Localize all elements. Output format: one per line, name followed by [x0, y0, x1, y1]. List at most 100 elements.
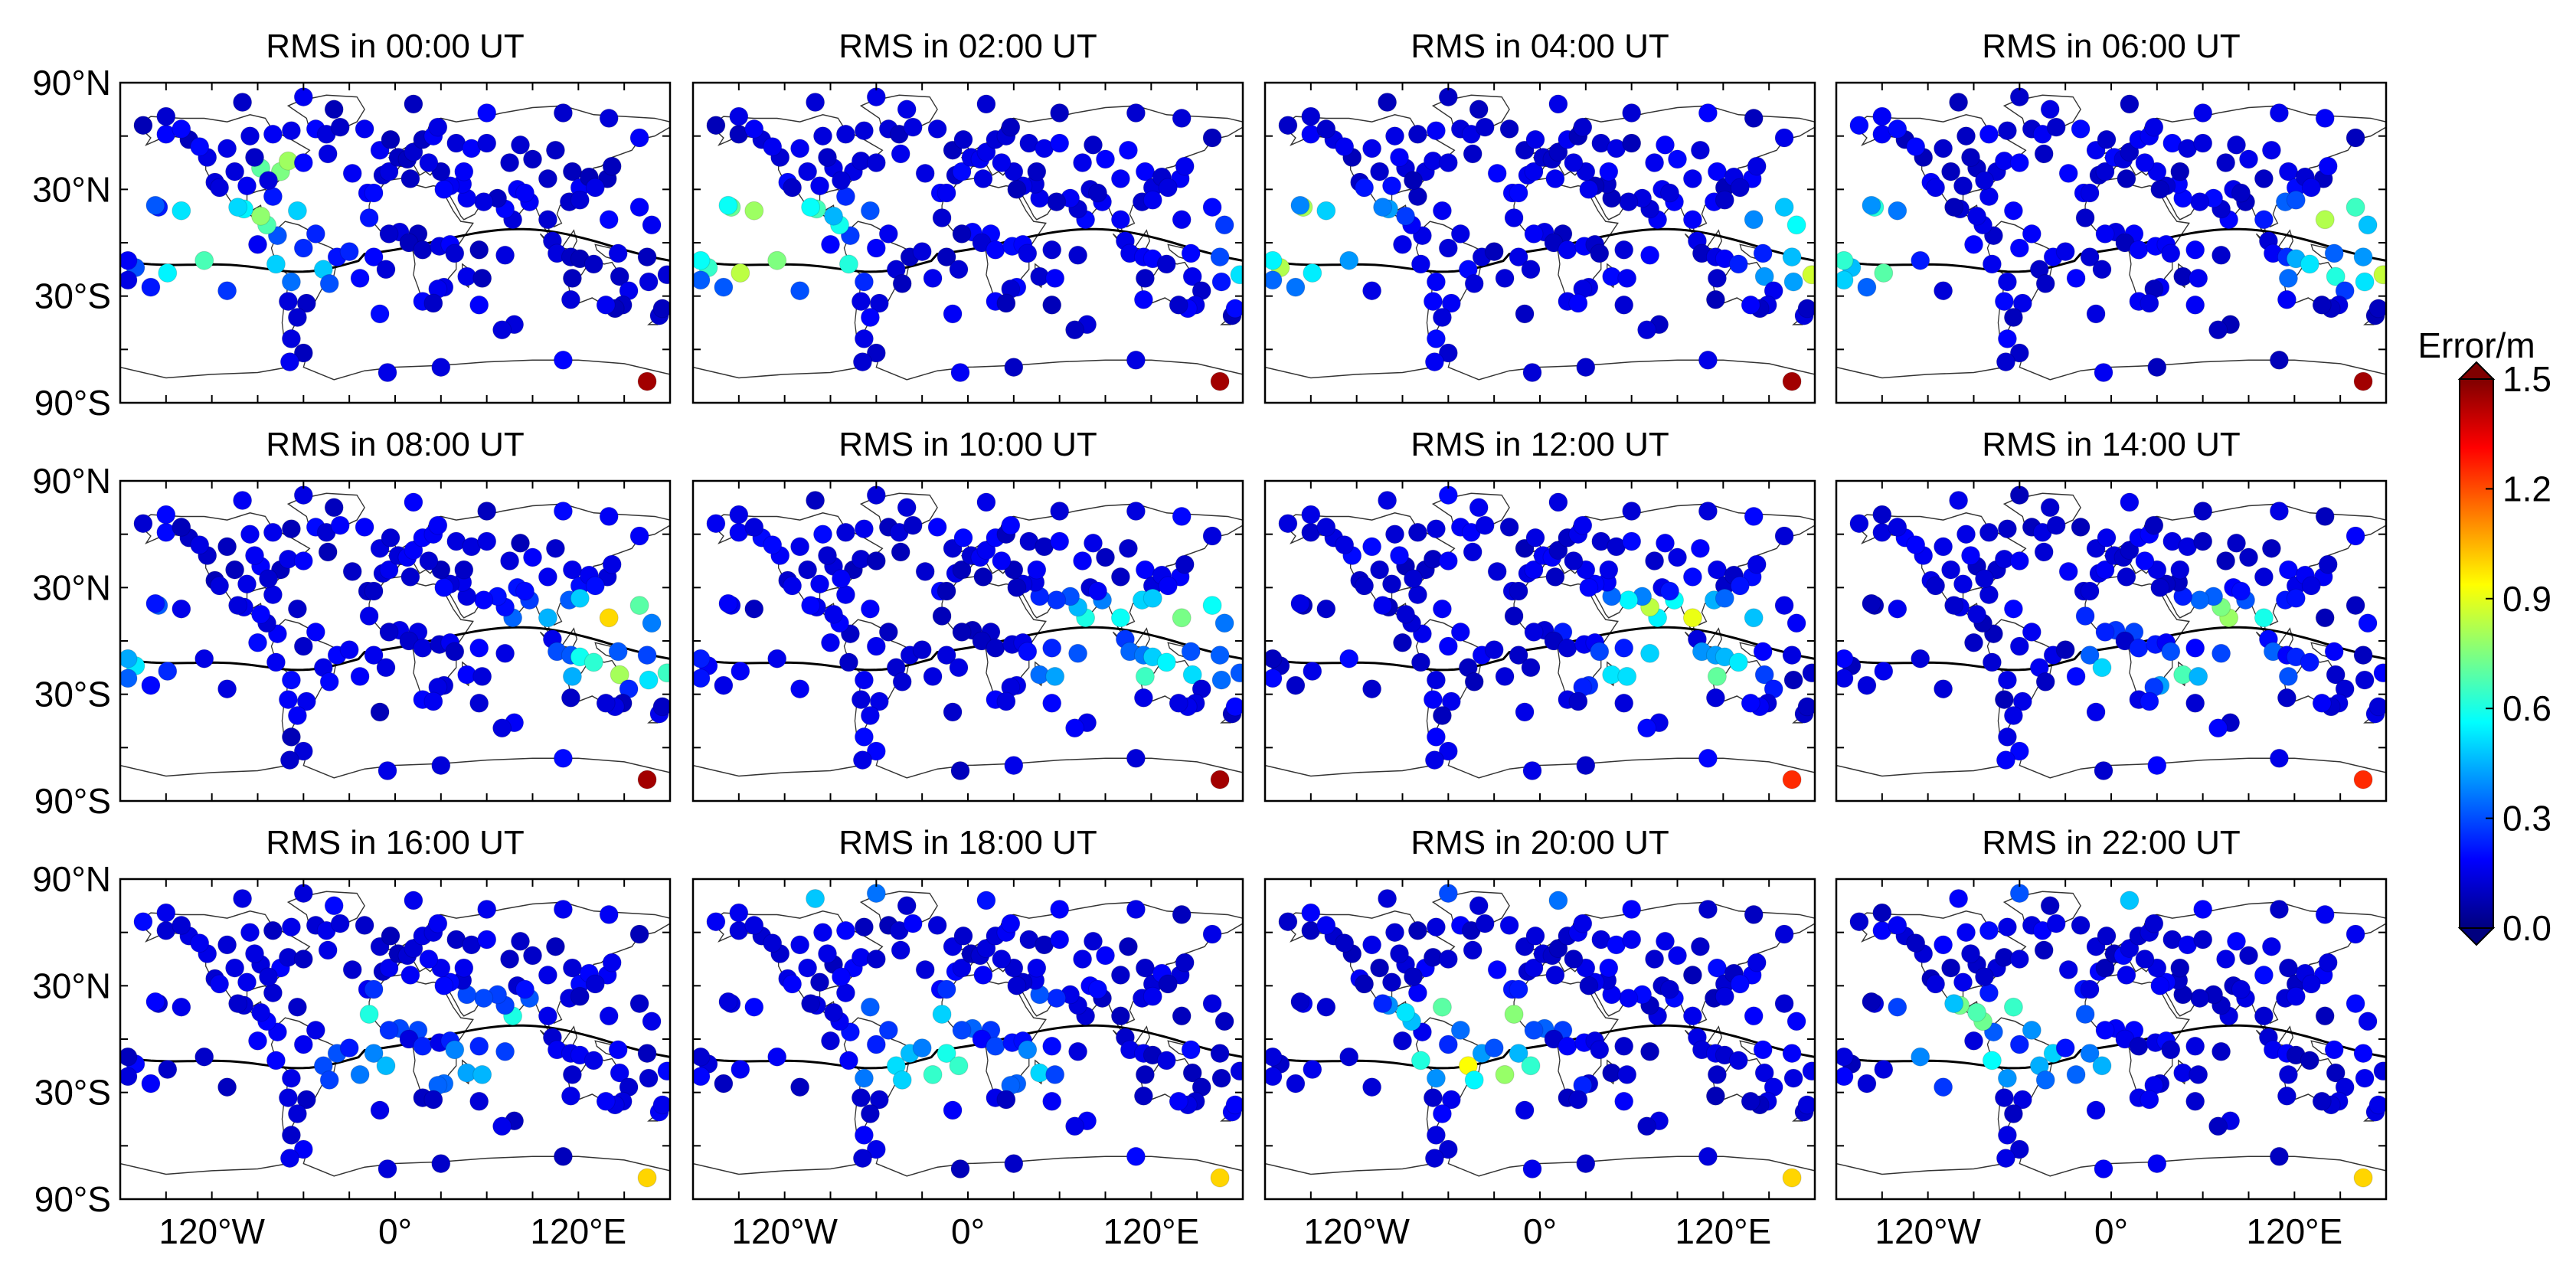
station-marker: [355, 517, 374, 537]
station-marker: [729, 903, 749, 923]
station-marker: [553, 103, 573, 123]
station-marker: [1135, 958, 1155, 978]
station-marker: [1715, 588, 1734, 608]
station-marker: [2312, 1091, 2332, 1111]
station-marker: [2278, 958, 2298, 978]
station-marker: [729, 505, 749, 525]
station-marker: [860, 599, 880, 619]
station-marker: [657, 663, 670, 683]
station-marker: [1622, 900, 1642, 919]
station-marker: [445, 244, 465, 263]
station-marker: [1558, 240, 1577, 260]
x-axis-label: 120°W: [731, 1211, 838, 1251]
station-marker: [866, 884, 886, 904]
station-marker: [1515, 702, 1535, 722]
station-marker: [515, 581, 534, 601]
station-marker: [355, 915, 374, 935]
station-marker: [1967, 1002, 1986, 1022]
station-marker: [1230, 265, 1243, 285]
station-marker: [1172, 506, 1192, 526]
station-marker: [1754, 665, 1774, 685]
station-marker: [1622, 502, 1642, 521]
station-marker: [2254, 168, 2274, 188]
station-marker: [561, 289, 580, 309]
station-marker: [1888, 517, 1907, 537]
panel-title: RMS in 02:00 UT: [839, 28, 1097, 65]
station-marker: [1411, 254, 1430, 274]
station-marker: [835, 187, 855, 207]
station-marker: [1668, 548, 1687, 567]
station-marker: [866, 1139, 886, 1159]
station-marker: [1979, 522, 1999, 542]
station-marker: [1747, 156, 1767, 176]
station-marker: [1521, 260, 1541, 279]
station-marker: [1316, 997, 1336, 1017]
station-marker: [278, 292, 298, 312]
station-marker: [1728, 652, 1748, 672]
station-marker: [141, 675, 161, 695]
station-marker: [783, 576, 803, 596]
station-marker: [1045, 666, 1065, 686]
station-marker: [2071, 517, 2091, 537]
station-marker: [1997, 329, 2017, 348]
station-marker: [1073, 950, 1093, 969]
station-marker: [1096, 946, 1115, 966]
station-marker: [2009, 1035, 2029, 1054]
station-marker: [1438, 1139, 1458, 1159]
station-marker: [240, 923, 260, 943]
station-marker: [339, 242, 359, 262]
station-marker: [1573, 117, 1593, 137]
station-marker: [943, 1100, 963, 1120]
station-marker: [225, 162, 245, 181]
station-marker: [2315, 904, 2335, 924]
station-marker: [1373, 198, 1393, 217]
station-marker: [2066, 268, 2086, 288]
panel-title: RMS in 20:00 UT: [1411, 824, 1669, 861]
station-marker: [1423, 292, 1443, 312]
station-marker: [342, 163, 362, 183]
station-marker: [1027, 958, 1047, 978]
station-marker: [2140, 293, 2159, 313]
station-marker: [2058, 959, 2078, 979]
station-marker: [1181, 1040, 1201, 1060]
station-marker: [1088, 581, 1107, 601]
station-marker: [937, 581, 956, 601]
map-panel: RMS in 14:00 UT: [1835, 426, 2388, 802]
station-marker: [248, 234, 267, 254]
y-axis-label: 30°S: [34, 276, 111, 316]
station-marker: [364, 979, 384, 999]
station-marker: [190, 535, 210, 555]
station-marker: [1576, 756, 1596, 776]
station-marker: [1265, 270, 1283, 290]
station-marker: [585, 974, 605, 994]
station-marker: [428, 914, 448, 933]
y-axis-label: 30°N: [32, 966, 111, 1005]
station-marker: [2324, 1040, 2344, 1060]
station-marker: [851, 292, 871, 312]
station-marker: [1210, 770, 1230, 789]
station-marker: [1316, 517, 1336, 537]
station-marker: [120, 1047, 138, 1067]
station-marker: [330, 117, 350, 137]
station-marker: [1744, 904, 1764, 924]
station-marker: [1110, 210, 1130, 230]
station-marker: [217, 139, 237, 159]
station-marker: [1390, 546, 1409, 565]
station-marker: [2269, 1146, 2289, 1166]
station-marker: [1045, 1064, 1065, 1084]
station-marker: [1027, 162, 1047, 181]
station-marker: [237, 972, 257, 992]
station-marker: [1509, 581, 1528, 601]
station-marker: [1525, 528, 1545, 548]
station-marker: [986, 240, 1005, 260]
station-marker: [1645, 950, 1665, 969]
station-marker: [2003, 599, 2023, 619]
station-marker: [523, 946, 542, 966]
station-marker: [1715, 986, 1734, 1006]
station-marker: [245, 546, 264, 565]
station-marker: [878, 1020, 898, 1040]
station-marker: [2135, 950, 2155, 969]
station-marker: [1301, 505, 1321, 525]
station-marker: [1050, 531, 1070, 551]
colorbar-tick-label: 0.0: [2502, 908, 2551, 948]
